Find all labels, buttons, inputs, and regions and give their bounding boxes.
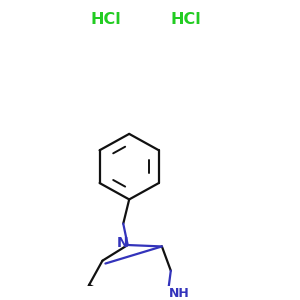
Text: N: N: [116, 236, 128, 250]
Text: HCl: HCl: [170, 12, 201, 27]
Text: HCl: HCl: [90, 12, 121, 27]
Text: NH: NH: [169, 287, 190, 300]
